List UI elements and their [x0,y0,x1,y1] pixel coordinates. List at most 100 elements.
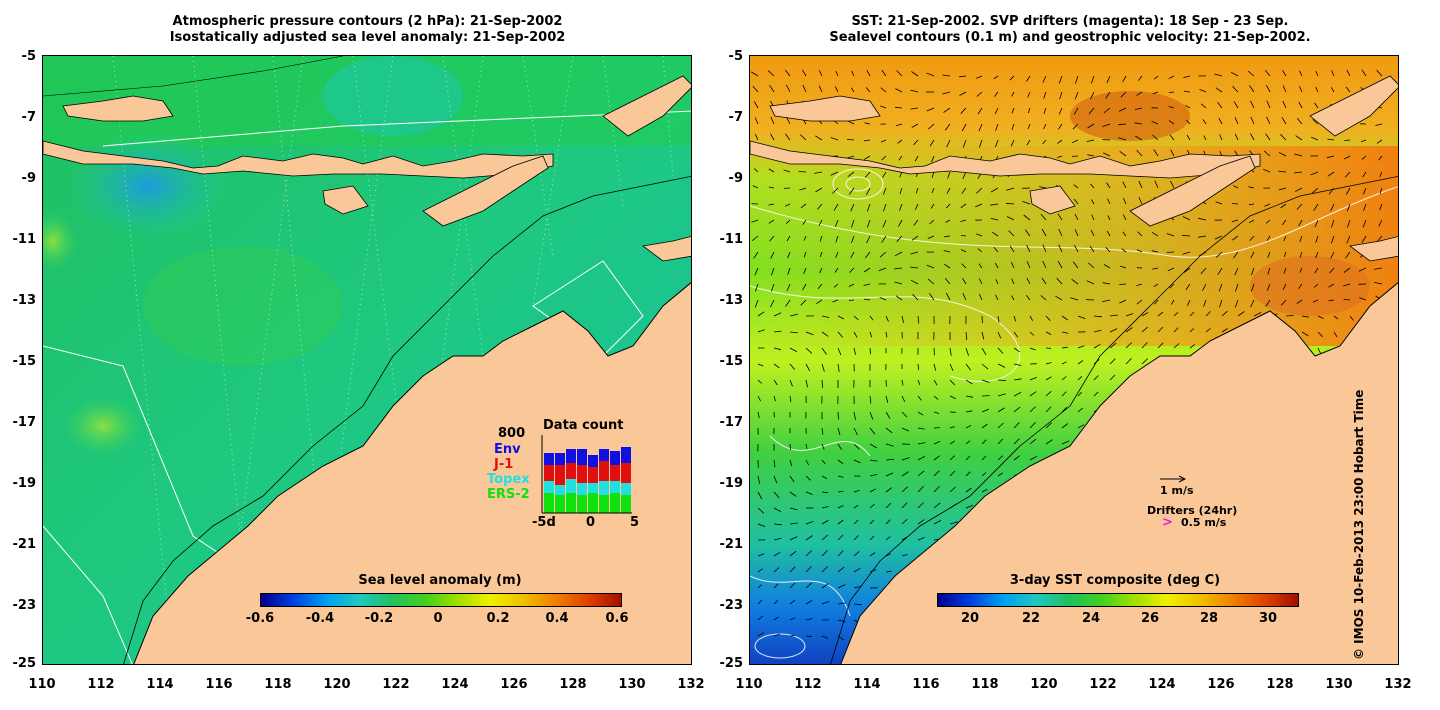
velocity-arrow [949,395,956,400]
velocity-arrow [757,329,765,333]
velocity-arrow [1330,251,1335,259]
velocity-arrow [910,266,919,269]
velocity-arrow [1266,283,1271,291]
velocity-arrow [1327,138,1335,141]
velocity-arrow [1299,235,1303,243]
velocity-arrow [1074,213,1079,221]
velocity-arrow [821,506,829,509]
velocity-arrow [901,457,910,461]
velocity-arrow [864,171,871,178]
velocity-arrow [1264,70,1271,77]
velocity-arrow [1344,155,1351,160]
velocity-arrow [866,203,871,212]
data-count-bar [544,493,554,513]
velocity-arrow [1282,85,1287,93]
velocity-arrow [837,519,844,525]
velocity-arrow [1137,231,1143,237]
velocity-arrow [1109,342,1117,349]
velocity-arrow [1024,229,1031,237]
velocity-arrow [803,235,807,241]
velocity-arrow [1125,342,1133,349]
velocity-arrow [837,363,840,372]
velocity-arrow [882,219,887,228]
y-tick: -25 [12,656,37,671]
velocity-arrow [1073,184,1079,189]
velocity-arrow [834,86,839,93]
velocity-arrow [1157,311,1164,317]
velocity-arrow [946,139,951,148]
velocity-arrow [1200,103,1207,109]
velocity-arrow [1061,376,1067,381]
cbar-tick: -0.6 [245,611,275,626]
velocity-arrow [805,582,812,589]
velocity-arrow [1106,182,1111,189]
velocity-arrow [830,137,839,141]
velocity-arrow [962,139,967,148]
velocity-arrow [915,187,919,194]
velocity-arrow [1333,315,1339,320]
velocity-arrow [1045,439,1053,445]
velocity-arrow [896,235,903,242]
velocity-arrow [1070,297,1079,301]
velocity-arrow [949,470,956,477]
velocity-arrow [1153,149,1159,157]
velocity-arrow [1232,86,1239,93]
velocity-arrow [1234,117,1239,125]
velocity-arrow [785,133,791,141]
data-count-bar [599,481,609,495]
velocity-arrow [1187,299,1191,306]
y-tick: -7 [728,110,743,125]
velocity-arrow [881,235,887,243]
velocity-arrow [853,603,862,606]
left-colorbar [260,593,622,607]
velocity-arrow [917,519,925,525]
velocity-arrow [901,315,904,323]
velocity-arrow [1299,267,1303,273]
velocity-arrow [773,537,782,541]
velocity-arrow [960,219,967,222]
velocity-arrow [821,475,827,479]
velocity-arrow [832,187,839,194]
data-count-bar [610,493,620,513]
velocity-arrow [818,70,823,77]
velocity-scale-arrow [1160,475,1187,483]
velocity-arrow [1166,233,1175,237]
velocity-arrow [1077,407,1083,413]
velocity-arrow [1298,283,1303,289]
velocity-arrow [1026,245,1031,253]
velocity-arrow [1122,197,1127,205]
velocity-arrow [1138,180,1143,189]
velocity-arrow [945,203,951,209]
velocity-arrow [754,134,759,141]
velocity-arrow [945,219,951,223]
velocity-arrow [1157,326,1164,333]
velocity-arrow [1151,120,1159,125]
velocity-arrow [995,123,999,131]
velocity-arrow [978,278,983,285]
velocity-arrow [912,294,919,301]
velocity-arrow [817,283,823,290]
velocity-arrow [1311,187,1319,194]
velocity-arrow [789,379,793,387]
velocity-arrow [1025,75,1031,82]
velocity-arrow [1182,251,1191,255]
velocity-arrow [1363,203,1367,212]
velocity-arrow [1186,134,1191,141]
velocity-arrow [1343,267,1351,273]
velocity-arrow [864,298,871,301]
velocity-arrow [1313,203,1319,211]
velocity-arrow [1134,107,1143,110]
velocity-arrow [769,235,775,242]
velocity-arrow [848,187,855,195]
velocity-arrow [1006,187,1015,191]
velocity-arrow [837,331,844,338]
velocity-arrow [751,235,759,242]
velocity-arrow [1029,331,1035,336]
velocity-arrow [1088,107,1095,115]
velocity-arrow [1185,104,1191,109]
velocity-arrow [1235,283,1239,292]
velocity-arrow [885,331,888,338]
velocity-arrow [846,139,855,141]
velocity-arrow [962,277,967,285]
x-tick: 130 [618,677,646,692]
